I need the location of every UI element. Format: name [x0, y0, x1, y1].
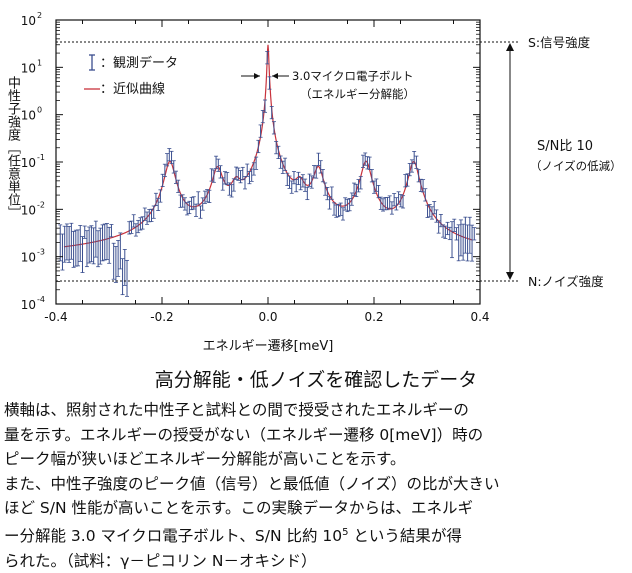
x-axis-label: エネルギー遷移[meV]: [203, 339, 334, 354]
y-axis-label: 中性子強度［任意単位］: [5, 76, 20, 219]
description-part-1: 横軸は、照射された中性子と試料との間で授受されたエネルギーの 量を示す。エネルギ…: [4, 401, 500, 546]
legend-fit-label: ：近似曲線: [100, 81, 165, 97]
x-tick-label: 0.4: [470, 310, 489, 324]
legend-data-label: ：観測データ: [100, 55, 178, 71]
x-tick-label: -0.4: [44, 310, 67, 324]
resolution-annotation: 3.0マイクロ電子ボルト （エネルギー分解能）: [241, 69, 415, 101]
plot-content: [58, 44, 477, 297]
y-tick-label: 10: [21, 109, 36, 123]
y-tick-exponent: -4: [37, 295, 45, 304]
signal-label: S:信号強度: [528, 35, 591, 50]
y-tick-exponent: -3: [37, 248, 45, 257]
sn-arrowhead-bottom: [506, 272, 514, 280]
sn-annotation: S:信号強度 S/N比 10 （ノイズの低減） N:ノイズ強度: [56, 35, 622, 289]
y-tick-label: 10: [21, 61, 36, 75]
x-tick-label: -0.2: [150, 310, 173, 324]
legend: ：観測データ ：近似曲線: [84, 54, 178, 97]
resolution-label-1: 3.0マイクロ電子ボルト: [292, 69, 414, 83]
neutron-spectrum-chart: -0.4 -0.2 0.0 0.2 0.410 -410 -310 -210 -110 010 11…: [21, 11, 622, 354]
y-tick-label: 10: [21, 203, 36, 217]
y-tick-exponent: -1: [37, 153, 45, 162]
noise-label: N:ノイズ強度: [528, 274, 604, 289]
resolution-arrowhead-right: [272, 73, 278, 79]
y-tick-label: 10: [21, 14, 36, 28]
chart-description: 横軸は、照射された中性子と試料との間で授受されたエネルギーの 量を示す。エネルギ…: [4, 398, 630, 573]
axes-layer: -0.4 -0.2 0.0 0.2 0.410 -410 -310 -210 -110 010 11…: [21, 11, 490, 324]
description-part-2: という結果が得 られた。（試料：γ－ピコリン N－オキシド）: [4, 527, 462, 570]
chart-caption: 高分解能・低ノイズを確認したデータ: [154, 369, 478, 391]
y-tick-exponent: -2: [37, 200, 45, 209]
y-tick-label: 10: [21, 298, 36, 312]
x-tick-label: 0.0: [258, 310, 277, 324]
resolution-label-2: （エネルギー分解能）: [300, 87, 415, 101]
description-exponent: 5: [342, 526, 349, 538]
resolution-arrowhead-left: [254, 73, 260, 79]
y-tick-exponent: 1: [37, 58, 42, 67]
sn-note: （ノイズの低減）: [530, 159, 622, 173]
sn-arrowhead-top: [506, 43, 514, 51]
y-tick-exponent: 2: [37, 11, 42, 20]
y-tick-label: 10: [21, 251, 36, 265]
x-tick-label: 0.2: [364, 310, 383, 324]
y-tick-label: 10: [21, 156, 36, 170]
sn-ratio-label: S/N比 10: [537, 139, 593, 154]
y-tick-exponent: 0: [37, 106, 42, 115]
